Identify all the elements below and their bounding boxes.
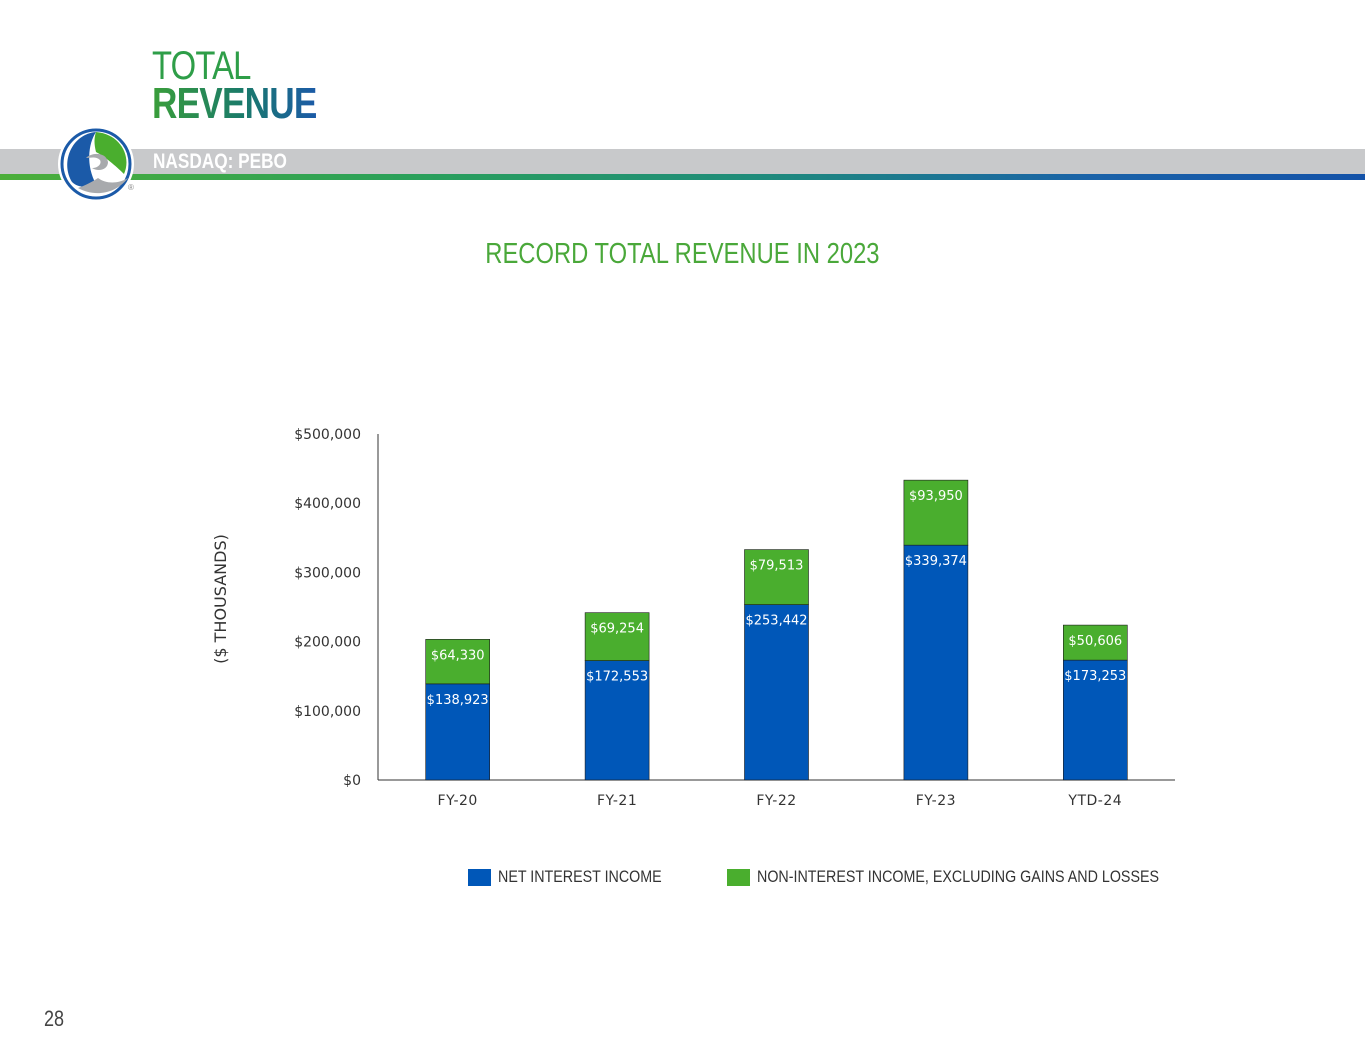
bar-non-interest xyxy=(425,639,491,685)
bar-non-interest xyxy=(903,479,969,546)
bar-non-interest xyxy=(1063,624,1128,661)
x-tick-label: FY-22 xyxy=(756,793,796,809)
y-tick-label: $400,000 xyxy=(294,496,361,512)
legend-label-net-interest: NET INTEREST INCOME xyxy=(498,867,662,886)
svg-text:®: ® xyxy=(128,183,134,192)
y-tick-label: $0 xyxy=(343,773,361,789)
page-number: 28 xyxy=(44,1006,65,1031)
company-logo-icon: ® xyxy=(58,126,134,202)
page-title-line2: REVENUE xyxy=(152,79,317,128)
legend-swatch-non-interest xyxy=(726,868,750,886)
legend-swatch-net-interest xyxy=(468,868,491,886)
chart-legend: NET INTEREST INCOME NON-INTEREST INCOME,… xyxy=(468,866,1270,888)
data-label-non-interest: $64,330 xyxy=(431,648,485,663)
page-title-line1: TOTAL xyxy=(152,44,251,88)
y-tick-label: $100,000 xyxy=(294,704,361,720)
bar-net-interest xyxy=(1063,659,1128,781)
header-banner xyxy=(0,149,1365,174)
data-label-net-interest: $339,374 xyxy=(905,554,967,569)
data-label-non-interest: $93,950 xyxy=(909,489,963,504)
bar-net-interest xyxy=(584,660,650,781)
y-tick-label: $300,000 xyxy=(294,565,361,581)
x-tick-label: FY-21 xyxy=(597,793,637,809)
data-label-net-interest: $253,442 xyxy=(745,614,807,629)
x-tick-label: FY-23 xyxy=(916,793,956,809)
data-label-net-interest: $172,553 xyxy=(586,670,648,685)
data-label-net-interest: $173,253 xyxy=(1064,669,1126,684)
chart-title-text: RECORD TOTAL REVENUE IN 2023 xyxy=(485,238,880,270)
data-label-non-interest: $50,606 xyxy=(1068,634,1122,649)
legend-item-net-interest: NET INTEREST INCOME xyxy=(468,867,693,887)
legend-item-non-interest: NON-INTEREST INCOME, EXCLUDING GAINS AND… xyxy=(726,867,1236,887)
y-tick-label: $500,000 xyxy=(294,427,361,443)
bar-non-interest xyxy=(744,549,809,605)
bar-net-interest xyxy=(903,544,969,781)
bar-net-interest xyxy=(744,604,809,781)
ticker-label: NASDAQ: PEBO xyxy=(153,150,287,173)
data-label-non-interest: $79,513 xyxy=(750,559,804,574)
bar-non-interest xyxy=(584,612,650,661)
data-label-net-interest: $138,923 xyxy=(427,693,489,708)
header-banner-stripe xyxy=(0,174,1365,180)
y-axis-label: ($ THOUSANDS) xyxy=(211,534,230,664)
data-label-non-interest: $69,254 xyxy=(590,622,644,637)
x-tick-label: FY-20 xyxy=(438,793,478,809)
x-tick-label: YTD-24 xyxy=(1067,793,1122,809)
bar-net-interest xyxy=(425,683,491,781)
legend-label-non-interest: NON-INTEREST INCOME, EXCLUDING GAINS AND… xyxy=(756,867,1159,886)
y-tick-label: $200,000 xyxy=(294,635,361,651)
chart-title: RECORD TOTAL REVENUE IN 2023 xyxy=(0,236,1365,272)
